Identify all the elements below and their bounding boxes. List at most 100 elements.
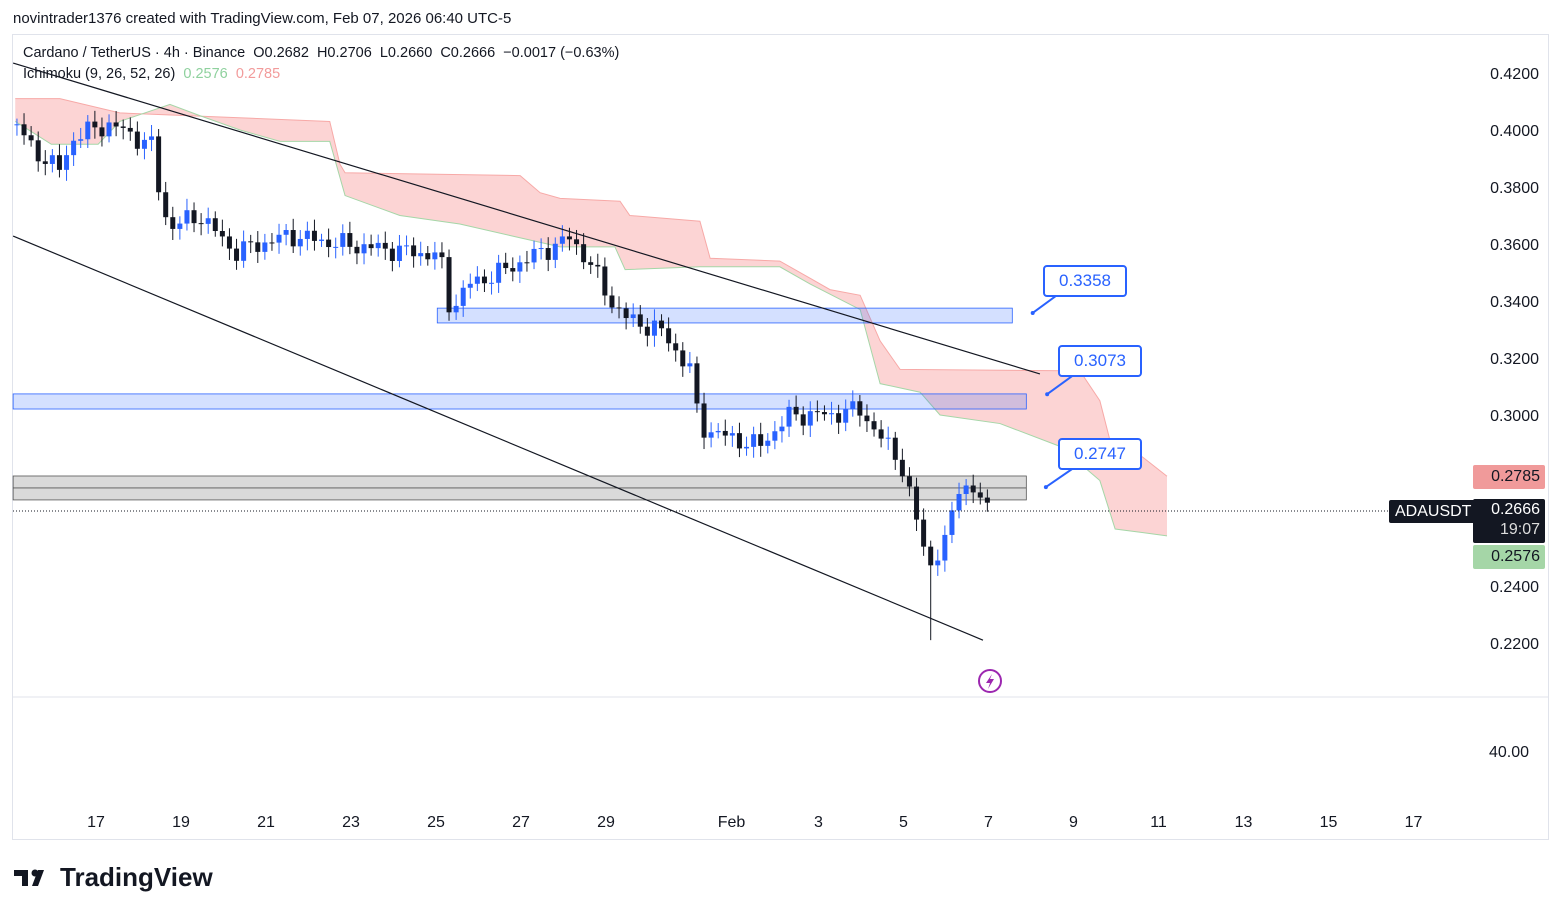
date-axis-label: 29: [597, 814, 615, 831]
indicator-legend: Ichimoku (9, 26, 52, 26) 0.2576 0.2785: [23, 66, 280, 82]
candle-body: [892, 437, 898, 460]
candle-body: [729, 433, 735, 436]
lightning-icon[interactable]: [978, 669, 1002, 693]
candle-body: [609, 295, 615, 308]
tradingview-logo-icon: [14, 869, 44, 886]
candle-body: [984, 497, 990, 503]
candle-body: [651, 320, 657, 336]
candle-body: [524, 262, 530, 264]
price-axis: 0.4200 0.4000 0.3800 0.3600 0.3400 0.3200 0.30…: [1490, 66, 1539, 653]
chart-frame: [12, 34, 1549, 840]
tradingview-logo[interactable]: TradingView: [14, 862, 213, 893]
candle-body: [78, 139, 84, 141]
span-b-value: 0.2785: [235, 66, 281, 82]
candle-body: [92, 121, 98, 128]
candle-body: [198, 223, 204, 225]
candle-body: [623, 308, 629, 319]
candle-body: [149, 136, 155, 140]
candle-body: [49, 155, 55, 164]
callout-anchor: [1030, 310, 1035, 315]
indicator-name[interactable]: Ichimoku (9, 26, 52, 26): [23, 66, 176, 82]
candle-body: [843, 409, 849, 423]
candle-body: [453, 305, 459, 313]
date-axis-label: 13: [1235, 814, 1253, 831]
candle-body: [411, 245, 417, 257]
price-callout[interactable]: 0.3073: [1058, 345, 1142, 377]
zones: [12, 307, 1027, 501]
trendline: [12, 235, 984, 641]
candle-body: [311, 230, 317, 241]
brand-name: TradingView: [60, 862, 213, 892]
price-axis-label: 0.3000: [1490, 408, 1539, 425]
candle-body: [460, 287, 466, 306]
candle-body: [418, 253, 424, 257]
candle-body: [396, 245, 402, 261]
candle-body: [517, 262, 523, 272]
date-axis-label: 19: [172, 814, 190, 831]
candle-body: [262, 242, 268, 252]
candle-body: [829, 413, 835, 415]
candle-body: [340, 233, 346, 247]
date-axis-label: 25: [427, 814, 445, 831]
price-axis-label: 0.3800: [1490, 180, 1539, 197]
candle-body: [871, 421, 877, 430]
candle-body: [616, 307, 622, 309]
trendline: [12, 62, 1041, 375]
price-axis-label: 0.3600: [1490, 237, 1539, 254]
callout-anchor: [1045, 392, 1050, 397]
date-axis-label: 9: [1069, 814, 1078, 831]
candle-body: [106, 122, 112, 137]
candle-body: [481, 276, 487, 284]
candle-body: [375, 242, 381, 249]
candle-body: [99, 127, 105, 137]
candle-body: [814, 411, 820, 413]
date-axis-label: 5: [899, 814, 908, 831]
candle-body: [446, 257, 452, 313]
candle-body: [687, 363, 693, 367]
candle-body: [425, 253, 431, 260]
bar-countdown: 19:07: [1499, 521, 1540, 538]
candle-body: [248, 241, 254, 243]
candle-body: [56, 155, 62, 170]
price-axis-label: 0.3400: [1490, 294, 1539, 311]
candle-body: [970, 485, 976, 493]
candle-body: [474, 276, 480, 284]
ohlc-open: O0.2682: [253, 45, 309, 61]
candle-body: [205, 218, 211, 224]
price-callout[interactable]: 0.3358: [1043, 265, 1127, 297]
candle-body: [489, 282, 495, 284]
candle-body: [354, 246, 360, 254]
candle-body: [758, 434, 764, 446]
span-a-price-tag: 0.2576: [1473, 545, 1545, 569]
candle-body: [800, 414, 806, 426]
date-axis-label: 23: [342, 814, 360, 831]
candle-body: [821, 412, 827, 415]
candle-body: [836, 413, 842, 423]
candle-body: [432, 252, 438, 260]
last-price-tag: 0.2666 19:07: [1473, 499, 1545, 543]
candle-body: [581, 244, 587, 263]
candle-body: [134, 131, 140, 149]
symbol-name[interactable]: Cardano / TetherUS · 4h · Binance: [23, 45, 246, 61]
price-axis-label: 0.4200: [1490, 66, 1539, 83]
candle-body: [708, 432, 714, 438]
candle-body: [864, 415, 870, 422]
candle-body: [630, 314, 636, 319]
ohlc-close: C0.2666: [440, 45, 496, 61]
candle-body: [382, 242, 388, 249]
price-axis-label: 0.3200: [1490, 351, 1539, 368]
candle-body: [673, 343, 679, 351]
date-axis-label: 15: [1320, 814, 1338, 831]
candle-body: [21, 124, 27, 136]
candle-body: [942, 534, 948, 561]
candle-body: [885, 437, 891, 439]
symbol-legend: Cardano / TetherUS · 4h · Binance O0.268…: [23, 45, 619, 61]
candle-body: [595, 264, 601, 267]
candle-body: [545, 248, 551, 260]
candle-body: [694, 363, 700, 404]
candle-body: [751, 434, 757, 447]
candle-body: [389, 248, 395, 261]
candle-body: [503, 262, 509, 269]
price-callout[interactable]: 0.2747: [1058, 438, 1142, 470]
